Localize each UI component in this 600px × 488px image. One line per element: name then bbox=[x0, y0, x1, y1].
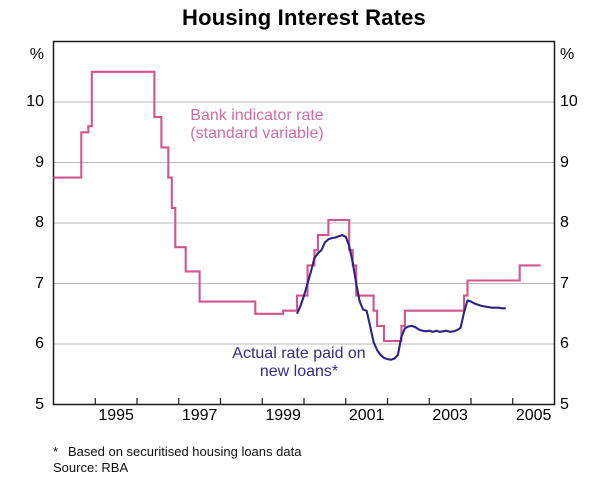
series-actual-rate-paid bbox=[296, 234, 506, 361]
legend-bank-indicator-line1: Bank indicator rate bbox=[190, 107, 324, 124]
footnote-marker: * bbox=[53, 444, 59, 459]
footnote-text: Based on securitised housing loans data bbox=[68, 444, 302, 459]
y-axis-tick-label-right: 10 bbox=[560, 93, 578, 110]
x-axis-tick-label: 2003 bbox=[432, 407, 468, 424]
y-axis-tick-label-right: 5 bbox=[560, 395, 569, 413]
y-axis-tick-label-left: 5 bbox=[35, 395, 44, 413]
footnote: * Based on securitised housing loans dat… bbox=[53, 444, 301, 459]
legend-actual-rate: Actual rate paid on new loans* bbox=[214, 345, 384, 380]
y-axis-tick-label-right: 7 bbox=[560, 274, 569, 292]
source-note: Source: RBA bbox=[53, 460, 129, 475]
series-bank-indicator-rate bbox=[53, 70, 541, 343]
chart-title: Housing Interest Rates bbox=[181, 5, 426, 30]
y-axis-tick-label-right: 6 bbox=[560, 335, 569, 352]
legend-actual-rate-line2: new loans* bbox=[259, 362, 339, 380]
y-axis-tick-label-left: 10 bbox=[26, 93, 44, 110]
y-axis-tick-label-left: 7 bbox=[35, 274, 44, 292]
y-axis-unit-right: % bbox=[560, 46, 575, 63]
x-axis-tick-label: 2001 bbox=[348, 407, 385, 424]
y-axis-tick-label-left: 9 bbox=[35, 153, 44, 171]
y-axis-unit-left: % bbox=[29, 46, 44, 63]
plot-frame bbox=[52, 40, 556, 406]
y-axis-tick-label-right: 9 bbox=[560, 153, 569, 171]
x-axis-tick-label: 1999 bbox=[265, 407, 301, 424]
x-axis-tick-label: 1995 bbox=[98, 407, 134, 424]
y-axis-labels-left: 5 6 7 8 9 10 bbox=[10, 0, 44, 488]
legend-bank-indicator-rate: Bank indicator rate (standard variable) bbox=[172, 107, 342, 142]
x-axis-tick-label: 2005 bbox=[515, 407, 552, 424]
legend-bank-indicator-line2: (standard variable) bbox=[190, 124, 324, 142]
y-axis-labels-right: 5 6 7 8 9 10 bbox=[560, 0, 596, 488]
y-axis-tick-label-left: 6 bbox=[35, 335, 44, 352]
x-axis-tick-label: 1997 bbox=[181, 407, 218, 424]
y-axis-tick-label-right: 8 bbox=[560, 214, 569, 231]
y-axis-tick-label-left: 8 bbox=[35, 214, 44, 231]
legend-actual-rate-line1: Actual rate paid on bbox=[232, 345, 366, 362]
